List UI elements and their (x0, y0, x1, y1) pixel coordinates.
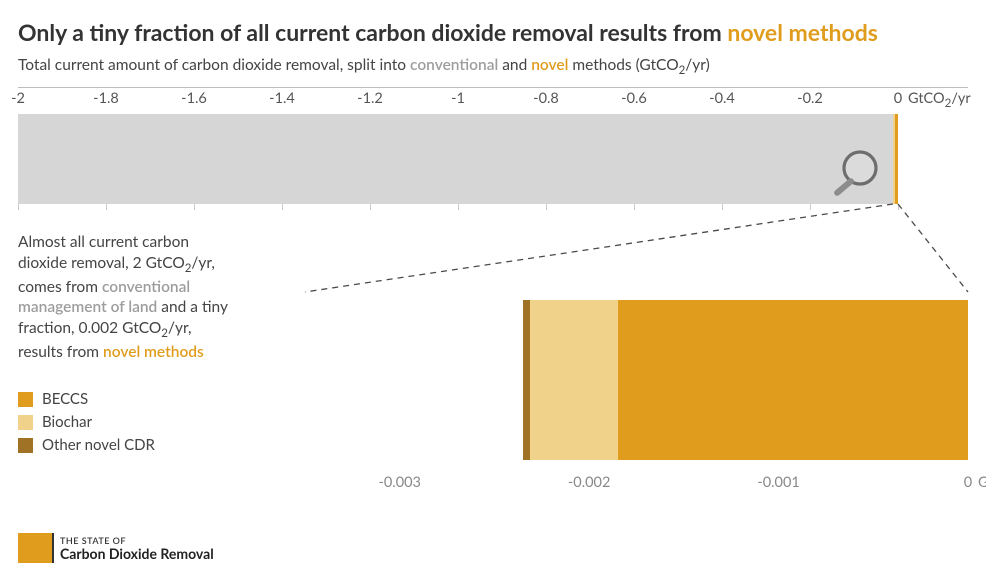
legend-item: Biochar (18, 413, 155, 431)
main-axis-tick: -0.8 (533, 90, 559, 107)
magnifier-icon (830, 150, 870, 190)
legend-swatch (18, 415, 33, 430)
page-title: Only a tiny fraction of all current carb… (18, 18, 968, 46)
footer-logo: THE STATE OF Carbon Dioxide Removal (18, 533, 214, 563)
ann-l5b: /yr, (168, 319, 192, 337)
zoom-axis-tick: -0.001 (757, 474, 799, 491)
legend-label: BECCS (42, 390, 88, 408)
ann-l4conv: management of land (18, 298, 157, 316)
zoom-bar (523, 300, 968, 460)
zoom-axis-unit: GtCO2/yr (978, 474, 986, 494)
ann-l5sub: 2 (161, 327, 168, 340)
zoom-axis: -0.003-0.002-0.0010GtCO2/yr (305, 470, 968, 494)
footer-logo-block (18, 533, 52, 563)
zoom-axis-tick: 0 (964, 474, 972, 491)
ann-l6a: results from (18, 343, 103, 361)
footer-logo-text: THE STATE OF Carbon Dioxide Removal (60, 535, 214, 562)
main-axis-tick: -1.8 (93, 90, 119, 107)
ann-l1: Almost all current carbon (18, 233, 189, 251)
legend-item: BECCS (18, 390, 155, 408)
ann-l2b: /yr, (191, 254, 215, 272)
title-accent: novel methods (727, 18, 878, 46)
ann-l6nov: novel methods (103, 343, 204, 361)
subtitle-conventional: conventional (410, 56, 498, 74)
main-axis-tick: -1.6 (181, 90, 207, 107)
footer-logo-sep (52, 533, 54, 563)
main-axis-tick: -0.4 (709, 90, 735, 107)
zoom-bar-segment (530, 300, 617, 460)
main-axis: -2-1.8-1.6-1.4-1.2-1-0.8-0.6-0.4-0.20GtC… (18, 88, 898, 110)
main-axis-tick: -1.2 (357, 90, 383, 107)
ann-l5a: fraction, 0.002 GtCO (18, 319, 161, 337)
subtitle: Total current amount of carbon dioxide r… (18, 56, 968, 77)
annotation-text: Almost all current carbon dioxide remova… (18, 232, 263, 363)
main-axis-unit: GtCO2/yr (908, 90, 971, 110)
main-axis-tick: -1.4 (269, 90, 295, 107)
title-prefix: Only a tiny fraction of all current carb… (18, 18, 727, 46)
subtitle-novel: novel (531, 56, 568, 74)
legend-item: Other novel CDR (18, 436, 155, 454)
main-axis-tick: -0.2 (797, 90, 823, 107)
subtitle-suffix: methods (GtCO (568, 56, 678, 74)
zoom-axis-tick: -0.002 (568, 474, 610, 491)
footer-line2: Carbon Dioxide Removal (60, 545, 214, 562)
zoom-bar-segment (523, 300, 531, 460)
main-bar-chart (18, 114, 898, 204)
main-bar-novel-beccs (895, 114, 898, 204)
main-bar-conventional (18, 114, 898, 204)
subtitle-prefix: Total current amount of carbon dioxide r… (18, 56, 410, 74)
ann-l4b: and a tiny (157, 298, 228, 316)
legend-label: Other novel CDR (42, 436, 155, 454)
legend-swatch (18, 392, 33, 407)
zoom-axis-tick: -0.003 (378, 474, 420, 491)
subtitle-tail: /yr) (685, 56, 709, 74)
legend: BECCS Biochar Other novel CDR (18, 390, 155, 459)
main-axis-tick: 0 (894, 90, 902, 107)
main-axis-tick: -0.6 (621, 90, 647, 107)
zoom-bar-segment (618, 300, 968, 460)
subtitle-mid: and (498, 56, 531, 74)
main-axis-tick: -1 (451, 90, 465, 107)
main-axis-tick: -2 (11, 90, 25, 107)
legend-swatch (18, 438, 33, 453)
legend-label: Biochar (42, 413, 92, 431)
zoom-bar-chart (305, 300, 968, 460)
ann-l2a: dioxide removal, 2 GtCO (18, 254, 185, 272)
ann-l3conv: conventional (102, 278, 190, 296)
ann-l3a: comes from (18, 278, 102, 296)
